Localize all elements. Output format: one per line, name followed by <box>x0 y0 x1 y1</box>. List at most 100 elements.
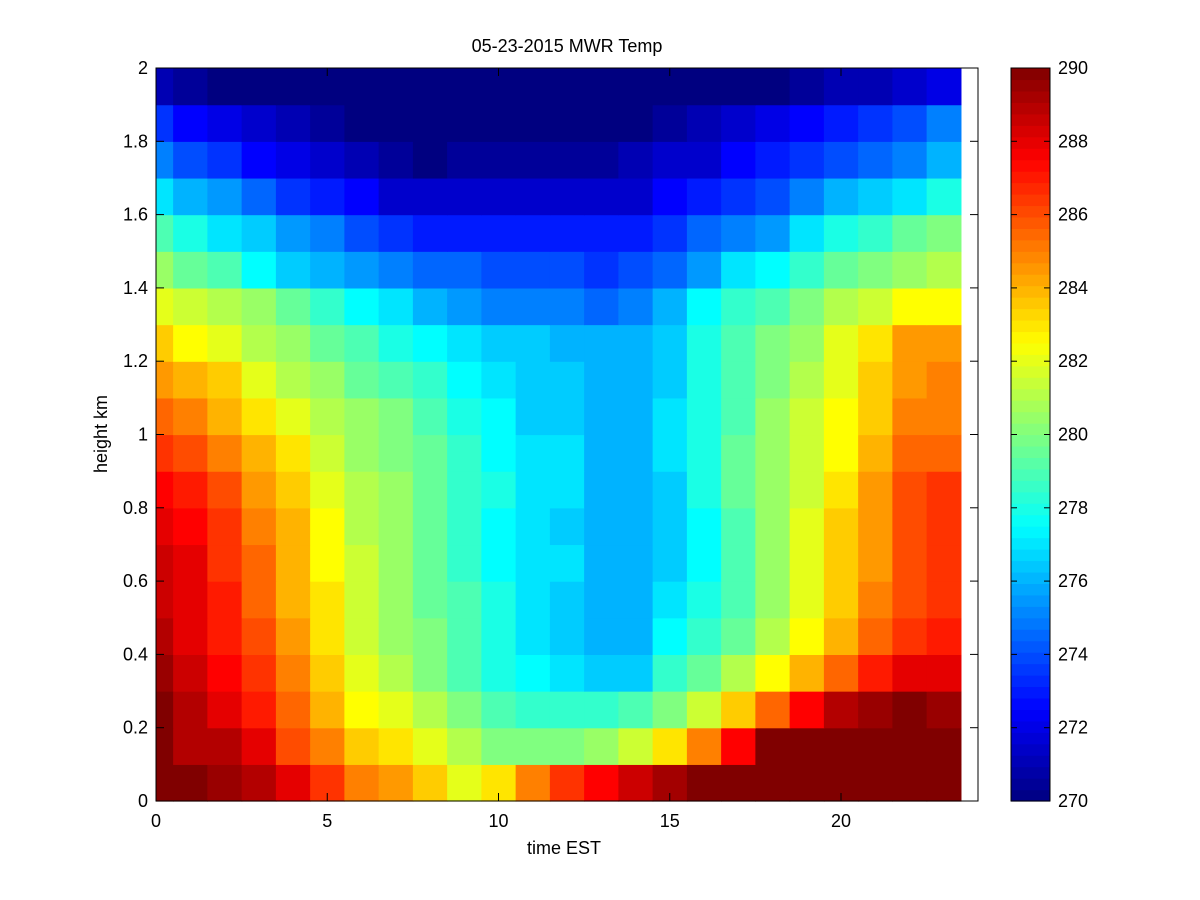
heatmap-cell <box>481 104 517 142</box>
heatmap-cell <box>207 141 243 179</box>
heatmap-cell <box>207 434 243 472</box>
heatmap-cell <box>156 434 174 472</box>
heatmap-cell <box>481 471 517 509</box>
heatmap-cell <box>926 654 962 692</box>
heatmap-cell <box>892 544 928 582</box>
colorbar-band <box>1011 514 1050 527</box>
heatmap-cell <box>549 251 585 289</box>
heatmap-cell <box>549 104 585 142</box>
colorbar-band <box>1011 606 1050 619</box>
heatmap-cell <box>686 507 722 546</box>
heatmap-cell <box>275 507 311 546</box>
colorbar-band <box>1011 743 1050 756</box>
heatmap-cell <box>755 691 791 729</box>
heatmap-cell <box>447 141 482 179</box>
heatmap-cell <box>310 544 345 582</box>
heatmap-cell <box>207 764 243 802</box>
heatmap-cells <box>156 68 962 802</box>
heatmap-cell <box>310 727 345 765</box>
heatmap-cell <box>858 68 893 106</box>
heatmap-cell <box>892 617 928 655</box>
heatmap-cell <box>652 397 688 436</box>
heatmap-cell <box>549 544 585 582</box>
colorbar-band <box>1011 686 1050 699</box>
heatmap-cell <box>344 544 380 582</box>
heatmap-cell <box>618 324 654 362</box>
heatmap-cell <box>515 141 551 179</box>
heatmap-cell <box>412 361 448 399</box>
heatmap-cell <box>789 507 825 546</box>
heatmap-cell <box>618 141 654 179</box>
heatmap-cell <box>310 507 345 546</box>
heatmap-cell <box>789 361 825 399</box>
heatmap-cell <box>823 361 859 399</box>
heatmap-cell <box>156 361 174 399</box>
colorbar-tick-label: 282 <box>1058 351 1088 371</box>
heatmap-cell <box>618 691 654 729</box>
heatmap-cell <box>618 397 654 436</box>
heatmap-cell <box>173 471 208 509</box>
heatmap-cell <box>755 654 791 692</box>
heatmap-cell <box>584 177 619 216</box>
colorbar-tick-label: 274 <box>1058 644 1088 664</box>
heatmap-cell <box>515 214 551 252</box>
colorbar-band <box>1011 709 1050 722</box>
heatmap-cell <box>926 177 962 216</box>
heatmap-cell <box>755 324 791 362</box>
heatmap-cell <box>378 507 414 546</box>
heatmap-cell <box>344 214 380 252</box>
y-tick-label: 0.2 <box>123 718 148 738</box>
heatmap-cell <box>481 581 517 619</box>
colorbar-band <box>1011 193 1050 207</box>
heatmap-cell <box>926 214 962 252</box>
heatmap-cell <box>378 177 414 216</box>
heatmap-cell <box>686 324 722 362</box>
heatmap-cell <box>686 764 722 802</box>
heatmap-cell <box>344 581 380 619</box>
heatmap-cell <box>721 141 756 179</box>
heatmap-cell <box>310 104 345 142</box>
heatmap-cell <box>310 214 345 252</box>
heatmap-cell <box>207 581 243 619</box>
heatmap-cell <box>275 764 311 802</box>
heatmap-cell <box>310 434 345 472</box>
heatmap-cell <box>823 507 859 546</box>
heatmap-cell <box>789 287 825 326</box>
heatmap-cell <box>858 434 893 472</box>
heatmap-cell <box>447 324 482 362</box>
heatmap-cell <box>378 691 414 729</box>
heatmap-cell <box>926 581 962 619</box>
heatmap-cell <box>275 397 311 436</box>
heatmap-cell <box>275 214 311 252</box>
heatmap-cell <box>549 581 585 619</box>
heatmap-cell <box>926 507 962 546</box>
heatmap-cell <box>173 287 208 326</box>
heatmap-cell <box>618 471 654 509</box>
heatmap-cell <box>755 507 791 546</box>
heatmap-cell <box>378 581 414 619</box>
heatmap-cell <box>823 324 859 362</box>
heatmap-cell <box>584 727 619 765</box>
colorbar-band <box>1011 400 1050 413</box>
heatmap-cell <box>652 324 688 362</box>
heatmap-cell <box>892 581 928 619</box>
heatmap-cell <box>173 654 208 692</box>
x-axis-label: time EST <box>527 838 601 858</box>
heatmap-cell <box>652 617 688 655</box>
heatmap-cell <box>481 177 517 216</box>
colorbar-tick-label: 276 <box>1058 571 1088 591</box>
heatmap-cell <box>789 691 825 729</box>
y-tick-label: 1.6 <box>123 205 148 225</box>
colorbar-band <box>1011 251 1050 264</box>
heatmap-cell <box>549 141 585 179</box>
colorbar: 270 272 274 276 278 280 282 284 286 288 290 <box>1010 58 1088 811</box>
heatmap-cell <box>173 617 208 655</box>
heatmap-cell <box>926 361 962 399</box>
heatmap-cell <box>412 287 448 326</box>
heatmap-cell <box>412 507 448 546</box>
heatmap-cell <box>412 251 448 289</box>
heatmap-cell <box>618 177 654 216</box>
colorbar-band <box>1011 90 1050 103</box>
heatmap-cell <box>447 544 482 582</box>
colorbar-tick-label: 278 <box>1058 498 1088 518</box>
